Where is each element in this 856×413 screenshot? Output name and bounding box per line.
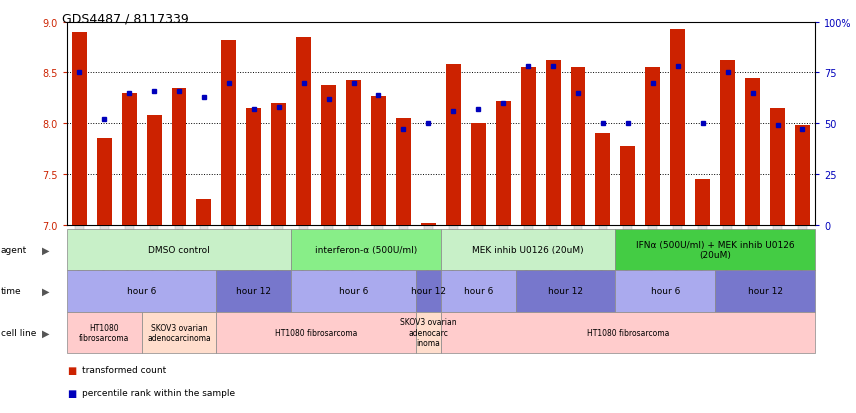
- Text: DMSO control: DMSO control: [148, 245, 210, 254]
- Text: ■: ■: [67, 366, 76, 375]
- Text: HT1080 fibrosarcoma: HT1080 fibrosarcoma: [586, 328, 669, 337]
- Text: ▶: ▶: [42, 328, 49, 337]
- Bar: [72, 33, 86, 225]
- Text: MEK inhib U0126 (20uM): MEK inhib U0126 (20uM): [473, 245, 584, 254]
- Text: SKOV3 ovarian
adenocarcinoma: SKOV3 ovarian adenocarcinoma: [147, 323, 211, 342]
- Bar: [247, 109, 261, 225]
- Bar: [421, 223, 436, 225]
- Bar: [396, 119, 411, 225]
- Text: hour 6: hour 6: [127, 287, 157, 296]
- Text: percentile rank within the sample: percentile rank within the sample: [82, 388, 235, 397]
- Bar: [296, 38, 312, 225]
- Bar: [720, 61, 735, 225]
- Text: hour 12: hour 12: [747, 287, 782, 296]
- Bar: [196, 200, 211, 225]
- Text: cell line: cell line: [1, 328, 36, 337]
- Text: HT1080 fibrosarcoma: HT1080 fibrosarcoma: [275, 328, 357, 337]
- Bar: [496, 102, 511, 225]
- Bar: [695, 180, 710, 225]
- Text: interferon-α (500U/ml): interferon-α (500U/ml): [315, 245, 417, 254]
- Text: ▶: ▶: [42, 286, 49, 296]
- Text: ■: ■: [67, 388, 76, 398]
- Bar: [171, 88, 187, 225]
- Bar: [545, 61, 561, 225]
- Text: hour 6: hour 6: [651, 287, 680, 296]
- Bar: [596, 134, 610, 225]
- Text: hour 6: hour 6: [339, 287, 368, 296]
- Bar: [146, 116, 162, 225]
- Bar: [271, 104, 286, 225]
- Text: agent: agent: [1, 245, 27, 254]
- Text: transformed count: transformed count: [82, 366, 166, 375]
- Bar: [795, 126, 810, 225]
- Text: hour 12: hour 12: [548, 287, 583, 296]
- Text: hour 12: hour 12: [411, 287, 446, 296]
- Bar: [621, 146, 635, 225]
- Bar: [371, 97, 386, 225]
- Bar: [321, 85, 336, 225]
- Bar: [770, 109, 785, 225]
- Bar: [346, 81, 361, 225]
- Bar: [471, 124, 485, 225]
- Bar: [520, 68, 536, 225]
- Text: HT1080
fibrosarcoma: HT1080 fibrosarcoma: [79, 323, 129, 342]
- Bar: [446, 65, 461, 225]
- Bar: [745, 78, 760, 225]
- Text: IFNα (500U/ml) + MEK inhib U0126
(20uM): IFNα (500U/ml) + MEK inhib U0126 (20uM): [636, 240, 794, 259]
- Text: hour 6: hour 6: [464, 287, 493, 296]
- Bar: [97, 139, 111, 225]
- Text: SKOV3 ovarian
adenocarc
inoma: SKOV3 ovarian adenocarc inoma: [400, 318, 457, 347]
- Bar: [670, 30, 686, 225]
- Bar: [645, 68, 660, 225]
- Text: hour 12: hour 12: [236, 287, 271, 296]
- Text: ▶: ▶: [42, 245, 49, 255]
- Bar: [570, 68, 586, 225]
- Text: time: time: [1, 287, 21, 296]
- Bar: [122, 93, 137, 225]
- Bar: [222, 41, 236, 225]
- Text: GDS4487 / 8117339: GDS4487 / 8117339: [62, 12, 189, 25]
